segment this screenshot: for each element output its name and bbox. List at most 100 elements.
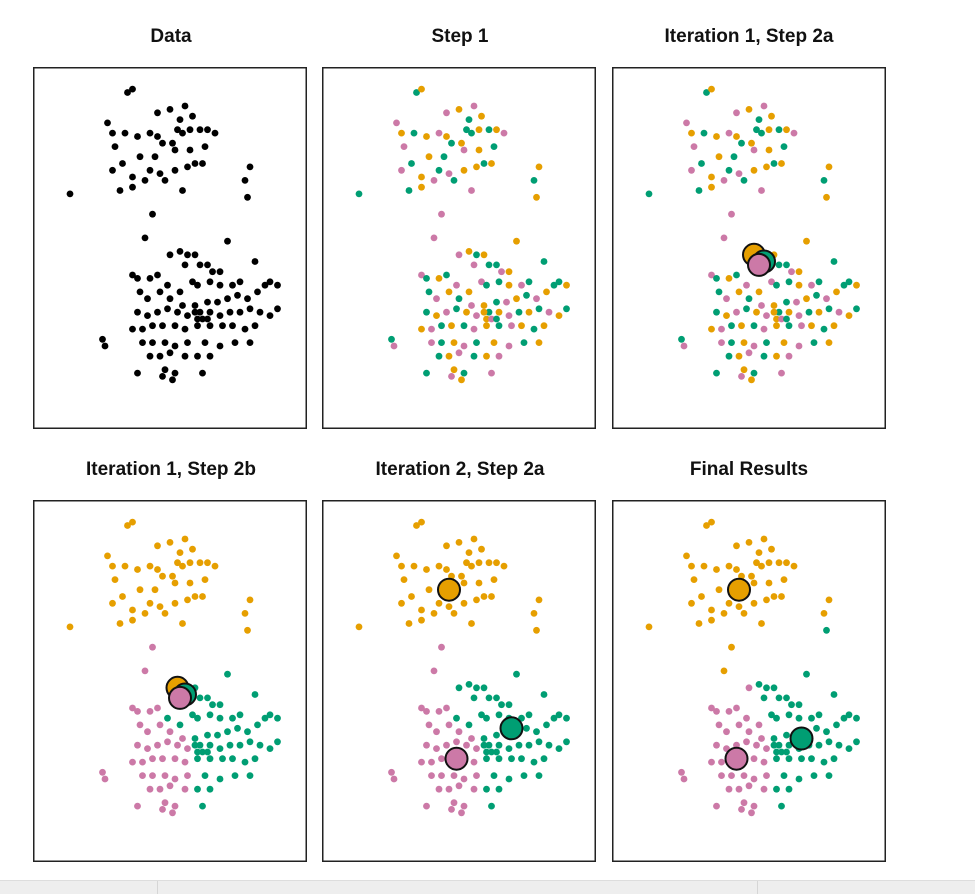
data-point	[166, 295, 174, 303]
data-point	[246, 163, 254, 171]
data-point	[104, 119, 111, 127]
data-point	[733, 109, 740, 117]
data-point	[825, 305, 833, 313]
data-point	[428, 325, 435, 333]
data-point	[853, 281, 860, 289]
data-point	[795, 312, 803, 319]
data-point	[533, 295, 540, 303]
data-point	[713, 708, 720, 715]
data-point	[753, 741, 760, 749]
data-point	[159, 139, 166, 147]
data-point	[236, 741, 244, 749]
data-point	[515, 741, 523, 749]
data-point	[393, 119, 400, 127]
data-point	[770, 160, 778, 167]
data-point	[823, 626, 830, 634]
data-point	[478, 711, 485, 719]
data-point	[216, 745, 224, 752]
data-point	[450, 772, 458, 779]
data-point	[715, 288, 723, 296]
data-point	[425, 288, 433, 296]
data-point	[241, 758, 249, 766]
data-point	[780, 339, 788, 346]
data-point	[768, 112, 775, 120]
data-point	[458, 809, 465, 817]
data-point	[563, 738, 570, 746]
data-point	[755, 681, 763, 688]
data-point	[206, 741, 214, 749]
data-point	[465, 248, 473, 255]
data-point	[708, 518, 715, 526]
data-point	[405, 620, 413, 627]
data-point	[750, 755, 758, 763]
data-point	[134, 802, 141, 810]
data-point	[438, 322, 445, 330]
data-point	[760, 102, 768, 110]
data-point	[745, 728, 753, 736]
data-point	[196, 308, 204, 316]
data-point	[136, 586, 144, 594]
data-point	[134, 133, 141, 140]
data-point	[216, 701, 224, 709]
data-point	[455, 295, 463, 303]
data-point	[186, 126, 194, 134]
data-point	[853, 738, 860, 746]
data-point	[503, 298, 510, 306]
panel-final-results	[612, 500, 886, 862]
data-point	[533, 193, 540, 201]
data-point	[483, 748, 490, 756]
data-point	[199, 369, 206, 377]
data-point	[475, 126, 483, 134]
data-point	[181, 535, 189, 543]
data-point	[825, 163, 833, 171]
data-point	[795, 701, 803, 709]
data-point	[146, 129, 154, 137]
data-point	[480, 684, 488, 692]
data-point	[470, 535, 478, 543]
data-point	[244, 626, 251, 634]
data-point	[355, 190, 363, 198]
data-point	[216, 342, 224, 350]
data-point	[443, 542, 450, 550]
data-point	[425, 586, 433, 594]
data-point	[418, 183, 425, 191]
data-point	[468, 562, 475, 570]
data-point	[488, 369, 495, 377]
data-point	[708, 271, 715, 279]
data-point	[408, 593, 415, 600]
data-point	[166, 251, 174, 259]
data-point	[530, 325, 538, 333]
data-point	[229, 322, 236, 330]
data-point	[209, 268, 216, 276]
data-point	[206, 785, 214, 793]
data-point	[708, 606, 715, 614]
data-point	[154, 133, 161, 140]
data-point	[194, 322, 201, 330]
data-point	[438, 755, 445, 763]
data-point	[530, 610, 538, 617]
data-point	[758, 187, 765, 194]
data-point	[156, 352, 164, 360]
data-point	[194, 352, 201, 360]
data-point	[513, 237, 520, 245]
data-point	[760, 694, 768, 702]
data-point	[763, 312, 770, 319]
data-point	[763, 339, 770, 346]
data-point	[266, 711, 274, 719]
data-point	[241, 177, 249, 184]
data-point	[853, 305, 860, 313]
data-point	[179, 735, 186, 742]
data-point	[460, 579, 468, 587]
data-point	[176, 116, 184, 123]
data-point	[216, 281, 224, 289]
data-point	[765, 579, 773, 587]
data-point	[823, 295, 830, 303]
data-point	[778, 593, 785, 600]
data-point	[181, 352, 189, 360]
data-point	[775, 559, 783, 567]
data-point	[785, 278, 793, 286]
data-point	[788, 701, 795, 709]
data-point	[261, 281, 269, 289]
data-point	[194, 714, 201, 722]
data-point	[460, 146, 468, 154]
